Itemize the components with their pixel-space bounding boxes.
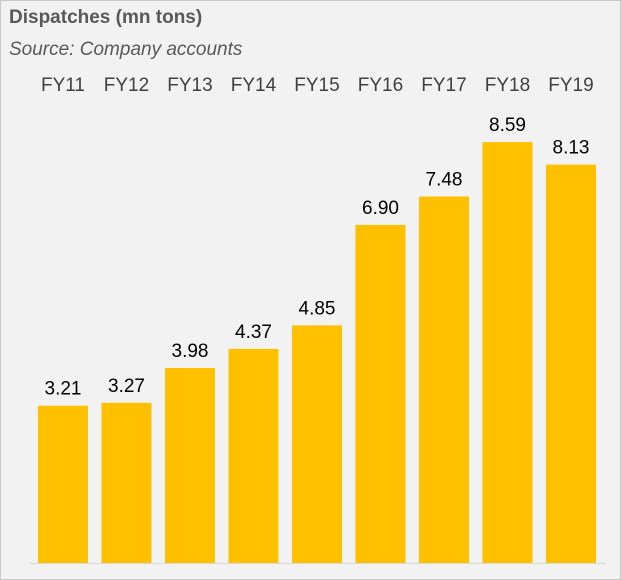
bar-fy15 (292, 325, 342, 563)
category-label-fy18: FY18 (485, 75, 530, 96)
bar-fy13 (165, 368, 215, 563)
bar-fy19 (546, 164, 596, 563)
value-label-fy15: 4.85 (299, 298, 336, 319)
bar-fy17 (419, 196, 469, 563)
chart-subtitle: Source: Company accounts (9, 39, 243, 60)
category-label-fy15: FY15 (294, 75, 339, 96)
bar-fy16 (355, 224, 406, 563)
chart-title: Dispatches (mn tons) (9, 7, 203, 28)
category-label-fy19: FY19 (548, 75, 593, 96)
bar-fy12 (101, 402, 152, 563)
category-label-fy14: FY14 (231, 75, 277, 96)
value-label-fy14: 4.37 (235, 322, 272, 343)
value-label-fy16: 6.90 (362, 198, 399, 219)
category-label-fy12: FY12 (104, 75, 149, 96)
value-label-fy18: 8.59 (489, 115, 526, 136)
value-label-fy13: 3.98 (172, 341, 209, 362)
value-label-fy17: 7.48 (426, 170, 463, 191)
value-label-fy12: 3.27 (108, 376, 145, 397)
bar-fy18 (482, 142, 533, 563)
category-label-fy13: FY13 (167, 75, 212, 96)
bar-fy11 (38, 405, 88, 563)
category-label-fy16: FY16 (358, 75, 403, 96)
category-label-fy17: FY17 (421, 75, 466, 96)
bar-fy14 (228, 348, 279, 563)
value-label-fy19: 8.13 (553, 138, 590, 159)
category-label-fy11: FY11 (41, 75, 85, 96)
value-label-fy11: 3.21 (45, 379, 82, 400)
